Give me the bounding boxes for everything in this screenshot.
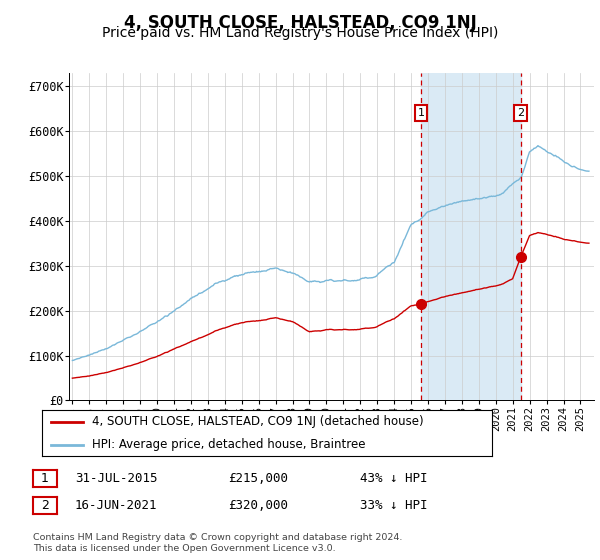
Text: 43% ↓ HPI: 43% ↓ HPI: [360, 472, 427, 486]
Text: Contains HM Land Registry data © Crown copyright and database right 2024.
This d: Contains HM Land Registry data © Crown c…: [33, 533, 403, 553]
Text: 2: 2: [41, 498, 49, 512]
Text: 31-JUL-2015: 31-JUL-2015: [75, 472, 157, 486]
Text: 4, SOUTH CLOSE, HALSTEAD, CO9 1NJ (detached house): 4, SOUTH CLOSE, HALSTEAD, CO9 1NJ (detac…: [92, 415, 423, 428]
Text: 2: 2: [517, 108, 524, 118]
Text: Price paid vs. HM Land Registry's House Price Index (HPI): Price paid vs. HM Land Registry's House …: [102, 26, 498, 40]
Text: HPI: Average price, detached house, Braintree: HPI: Average price, detached house, Brai…: [92, 438, 365, 451]
Text: 33% ↓ HPI: 33% ↓ HPI: [360, 498, 427, 512]
Text: 1: 1: [418, 108, 424, 118]
Text: 4, SOUTH CLOSE, HALSTEAD, CO9 1NJ: 4, SOUTH CLOSE, HALSTEAD, CO9 1NJ: [124, 14, 476, 32]
Text: £215,000: £215,000: [228, 472, 288, 486]
Text: £320,000: £320,000: [228, 498, 288, 512]
Text: 16-JUN-2021: 16-JUN-2021: [75, 498, 157, 512]
Bar: [421, 73, 521, 400]
Text: 1: 1: [41, 472, 49, 486]
